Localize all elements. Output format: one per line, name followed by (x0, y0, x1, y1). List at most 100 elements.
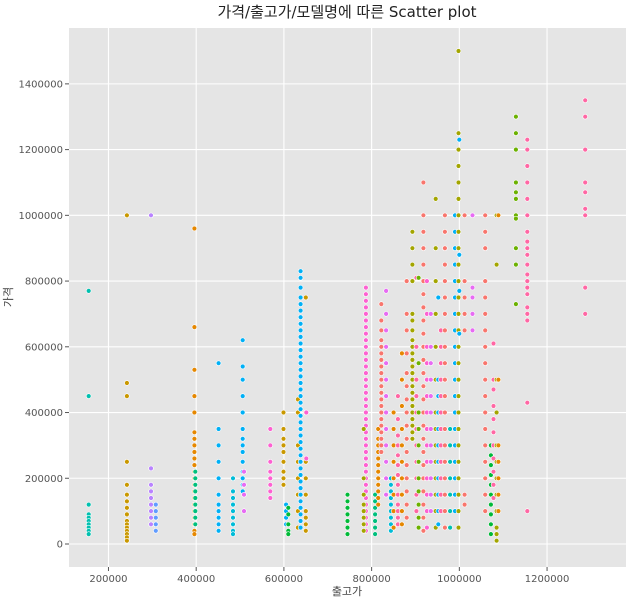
data-point (297, 301, 304, 307)
data-point (297, 275, 304, 281)
data-point (524, 212, 530, 219)
data-point (420, 229, 427, 235)
data-point (442, 261, 448, 268)
data-point (524, 137, 530, 143)
data-point (482, 327, 488, 334)
data-point (413, 344, 420, 350)
data-point (495, 475, 502, 481)
data-point (297, 307, 304, 314)
y-tick-label: 400000 (25, 408, 63, 419)
data-point (344, 531, 351, 537)
data-point (493, 531, 500, 537)
data-point (442, 508, 448, 514)
data-point (280, 426, 287, 432)
data-point (442, 245, 448, 251)
data-point (447, 508, 453, 514)
data-point (363, 344, 369, 350)
data-point (297, 518, 304, 524)
data-point (524, 508, 530, 514)
data-point (493, 261, 500, 268)
data-point (420, 514, 427, 521)
data-point (230, 495, 236, 501)
data-point (378, 377, 384, 383)
data-point (461, 294, 468, 301)
data-point (378, 317, 384, 324)
data-point (490, 495, 497, 501)
data-point (455, 261, 462, 268)
data-point (399, 459, 405, 465)
data-point (363, 317, 369, 324)
data-point (378, 327, 384, 334)
data-point (524, 163, 530, 169)
data-point (241, 492, 247, 498)
data-point (361, 475, 367, 481)
data-point (455, 442, 462, 449)
data-point (375, 482, 381, 488)
data-point (363, 370, 369, 376)
data-point (395, 393, 401, 399)
data-point (241, 482, 247, 488)
data-point (372, 518, 378, 524)
data-point (461, 492, 468, 498)
data-point (191, 455, 198, 462)
data-point (267, 426, 273, 432)
data-point (297, 432, 304, 439)
data-point (344, 511, 351, 518)
data-point (513, 301, 519, 307)
data-point (124, 212, 130, 219)
data-point (363, 350, 369, 357)
data-point (192, 514, 199, 521)
data-point (378, 301, 384, 307)
data-point (240, 337, 246, 343)
data-point (375, 469, 381, 475)
data-point (420, 501, 427, 508)
data-point (191, 429, 198, 435)
data-point (215, 492, 222, 498)
data-point (524, 284, 530, 291)
data-point (420, 261, 427, 268)
data-point (363, 357, 369, 363)
data-point (442, 426, 448, 432)
data-point (395, 432, 401, 439)
data-point (415, 488, 422, 495)
data-point (297, 459, 304, 465)
data-point (230, 514, 236, 521)
data-point (240, 459, 246, 465)
data-point (582, 206, 588, 212)
data-point (513, 130, 519, 136)
data-point (415, 409, 422, 416)
data-point (420, 291, 427, 297)
data-point (240, 442, 246, 449)
x-tick-label: 1000000 (437, 574, 482, 585)
data-point (375, 501, 381, 508)
data-point (297, 268, 304, 274)
data-point (395, 462, 401, 468)
data-point (409, 278, 416, 284)
data-point (361, 514, 367, 521)
data-point (297, 505, 304, 511)
data-point (428, 508, 434, 514)
data-point (524, 291, 530, 297)
data-point (267, 488, 273, 495)
data-point (404, 475, 410, 481)
data-point (124, 511, 130, 518)
data-point (372, 498, 378, 504)
data-point (215, 528, 222, 534)
data-point (399, 377, 405, 383)
data-point (420, 212, 427, 219)
data-point (280, 469, 287, 475)
data-point (524, 146, 530, 153)
data-point (148, 482, 154, 488)
data-point (297, 485, 304, 491)
data-point (469, 294, 476, 301)
data-point (428, 459, 434, 465)
data-point (363, 482, 369, 488)
data-point (490, 340, 497, 347)
data-point (428, 344, 434, 350)
data-point (191, 367, 198, 373)
data-point (456, 137, 462, 143)
data-point (395, 472, 401, 478)
data-point (455, 48, 462, 54)
data-point (383, 288, 389, 294)
data-point (267, 495, 273, 501)
